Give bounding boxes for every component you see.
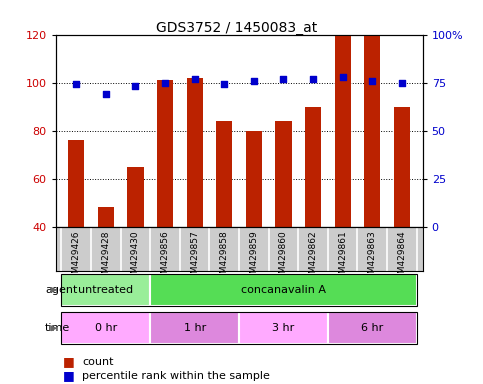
Bar	[275, 121, 292, 227]
Text: 1 hr: 1 hr	[184, 323, 206, 333]
Bar	[216, 121, 232, 227]
Point	[339, 74, 347, 80]
Point	[398, 79, 406, 86]
Text: GSM429861: GSM429861	[338, 230, 347, 285]
Bar	[61, 312, 150, 344]
Bar	[68, 140, 85, 227]
Bar	[98, 207, 114, 227]
Point	[369, 78, 376, 84]
Bar	[364, 35, 381, 227]
Point	[191, 76, 199, 82]
Point	[280, 76, 287, 82]
Text: GSM429856: GSM429856	[160, 230, 170, 285]
Bar	[61, 274, 150, 306]
Text: 6 hr: 6 hr	[361, 323, 384, 333]
Text: ■: ■	[63, 355, 74, 368]
Text: 3 hr: 3 hr	[272, 323, 295, 333]
Text: GSM429428: GSM429428	[101, 230, 111, 285]
Bar	[157, 80, 173, 227]
Point	[309, 76, 317, 82]
Bar	[128, 167, 143, 227]
Text: GSM429863: GSM429863	[368, 230, 377, 285]
Point	[72, 81, 80, 88]
Text: count: count	[82, 357, 114, 367]
Bar	[305, 107, 321, 227]
Bar	[394, 107, 410, 227]
Text: GSM429430: GSM429430	[131, 230, 140, 285]
Point	[220, 81, 228, 88]
Bar	[328, 312, 417, 344]
Bar	[186, 78, 203, 227]
Text: GSM429859: GSM429859	[249, 230, 258, 285]
Point	[131, 83, 139, 89]
Text: GDS3752 / 1450083_at: GDS3752 / 1450083_at	[156, 21, 317, 35]
Bar	[246, 131, 262, 227]
Text: GSM429858: GSM429858	[220, 230, 229, 285]
Bar	[61, 274, 417, 306]
Text: GSM429864: GSM429864	[398, 230, 406, 285]
Text: 0 hr: 0 hr	[95, 323, 117, 333]
Text: GSM429426: GSM429426	[72, 230, 81, 285]
Point	[250, 78, 258, 84]
Bar	[150, 274, 417, 306]
Point	[161, 79, 169, 86]
Text: percentile rank within the sample: percentile rank within the sample	[82, 371, 270, 381]
Text: GSM429862: GSM429862	[309, 230, 318, 285]
Point	[102, 91, 110, 97]
Text: untreated: untreated	[78, 285, 133, 295]
Bar	[335, 35, 351, 227]
Text: ■: ■	[63, 369, 74, 382]
Text: GSM429860: GSM429860	[279, 230, 288, 285]
Text: agent: agent	[45, 285, 78, 295]
Bar	[239, 312, 328, 344]
Text: time: time	[45, 323, 71, 333]
Text: GSM429857: GSM429857	[190, 230, 199, 285]
Bar	[61, 312, 417, 344]
Text: concanavalin A: concanavalin A	[241, 285, 326, 295]
Bar	[150, 312, 239, 344]
